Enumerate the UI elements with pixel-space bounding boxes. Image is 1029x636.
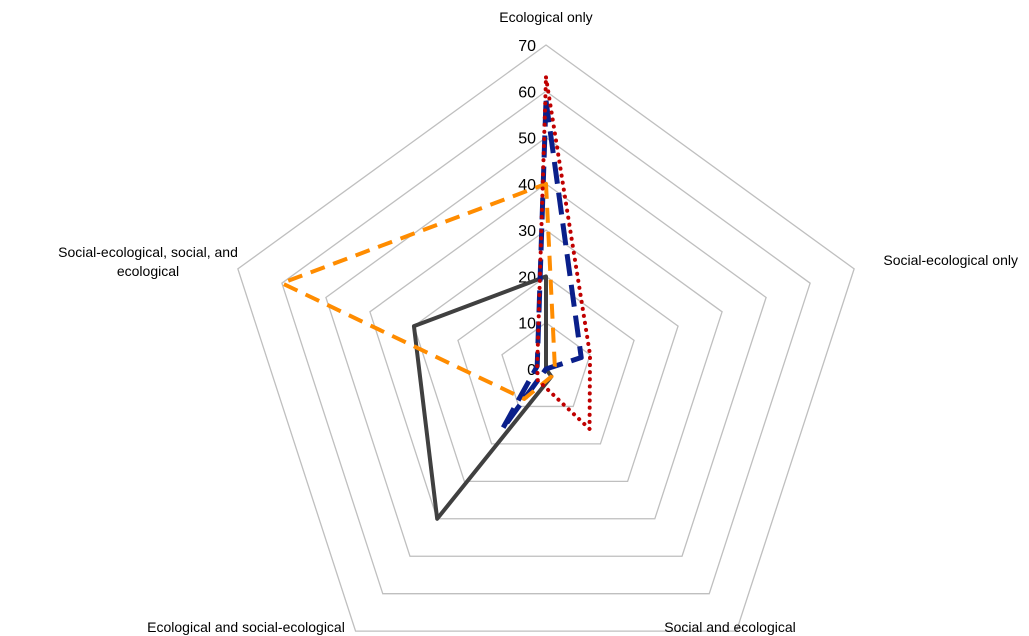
- axis-label-4: Ecological and social-ecological: [147, 619, 345, 635]
- series-4-line: [535, 75, 593, 431]
- axis-label-layer: Ecological only Social-ecological only Soc…: [58, 9, 1018, 635]
- grid-ring-60: [281, 90, 811, 595]
- tick-label-10: 10: [518, 316, 536, 333]
- series-layer: [279, 75, 593, 521]
- tick-label-30: 30: [518, 223, 536, 240]
- grid-ring-30: [413, 229, 679, 482]
- grid-ring-40: [369, 183, 723, 520]
- tick-label-60: 60: [518, 84, 536, 101]
- tick-label-0: 0: [527, 362, 536, 379]
- tick-label-40: 40: [518, 177, 536, 194]
- axis-label-5: Social-ecological, social, and ecological: [58, 244, 238, 279]
- grid-ring-50: [325, 136, 767, 557]
- series-3-line: [279, 181, 557, 401]
- axis-label-1: Ecological only: [499, 9, 592, 25]
- tick-label-70: 70: [518, 38, 536, 55]
- axis-label-3: Social and ecological: [664, 619, 796, 635]
- series-1-line: [411, 274, 554, 521]
- tick-label-50: 50: [518, 131, 536, 148]
- grid-ring-10: [501, 321, 591, 408]
- axis-label-2: Social-ecological only: [883, 252, 1018, 268]
- grid-ring-70: [237, 44, 855, 632]
- grid-ring-20: [457, 275, 635, 445]
- grid-layer: [237, 44, 855, 632]
- series-2-line: [499, 98, 584, 432]
